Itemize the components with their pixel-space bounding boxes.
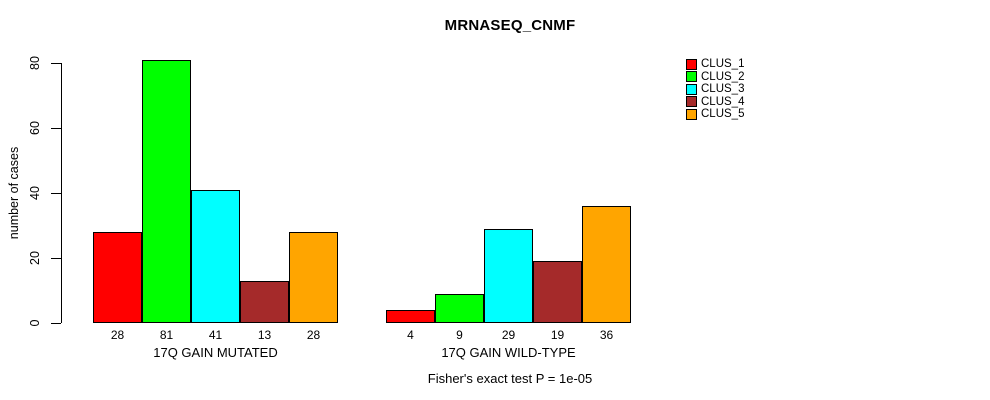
y-axis-tick-label: 80 [28, 56, 42, 70]
legend-label: CLUS_3 [701, 83, 745, 95]
y-axis-tick [51, 127, 61, 129]
y-axis-tick-label: 0 [28, 319, 42, 327]
bar-clus_4 [533, 261, 582, 323]
y-axis-tick [51, 257, 61, 259]
bar-value-label: 29 [501, 328, 516, 342]
legend-item-clus_3: CLUS_3 [686, 83, 744, 96]
bar-value-label: 28 [306, 328, 321, 342]
bar-clus_3 [191, 190, 240, 323]
bar-value-label: 41 [208, 328, 223, 342]
legend-label: CLUS_4 [701, 95, 745, 108]
legend-label: CLUS_2 [701, 70, 745, 83]
legend-swatch-icon [686, 96, 697, 108]
y-axis-tick [51, 62, 61, 64]
y-axis-tick [51, 322, 61, 324]
y-axis-tick-label: 40 [28, 186, 42, 200]
bar-clus_2 [142, 60, 191, 323]
legend-swatch-icon [686, 83, 697, 95]
y-axis-tick-label: 20 [28, 251, 42, 265]
bar-clus_1 [93, 232, 142, 323]
group-label: 17Q GAIN WILD-TYPE [441, 345, 576, 360]
legend-swatch-icon [686, 108, 697, 120]
legend-swatch-icon [686, 58, 697, 70]
y-axis-label: number of cases [7, 146, 21, 240]
bar-value-label: 13 [257, 328, 272, 342]
bar-clus_4 [240, 281, 289, 323]
y-axis-line [61, 63, 62, 323]
bar-clus_5 [582, 206, 631, 323]
chart-title: MRNASEQ_CNMF [444, 17, 576, 34]
bar-value-label: 81 [159, 328, 174, 342]
group-label: 17Q GAIN MUTATED [153, 345, 278, 360]
legend-item-clus_4: CLUS_4 [686, 96, 744, 109]
legend-item-clus_5: CLUS_5 [686, 108, 744, 121]
legend: CLUS_1 CLUS_2 CLUS_3 CLUS_4 CLUS_5 [686, 58, 744, 121]
bar-value-label: 28 [110, 328, 125, 342]
bar-clus_3 [484, 229, 533, 323]
legend-item-clus_2: CLUS_2 [686, 71, 744, 84]
bar-clus_1 [386, 310, 435, 323]
legend-item-clus_1: CLUS_1 [686, 58, 744, 71]
legend-swatch-icon [686, 71, 697, 83]
bar-value-label: 9 [456, 328, 463, 342]
subtitle-pvalue: Fisher's exact test P = 1e-05 [427, 371, 593, 386]
bar-clus_2 [435, 294, 484, 323]
bar-value-label: 36 [599, 328, 614, 342]
bar-value-label: 4 [407, 328, 414, 342]
bar-value-label: 19 [550, 328, 565, 342]
y-axis-tick [51, 192, 61, 194]
legend-label: CLUS_5 [701, 108, 745, 120]
bar-clus_5 [289, 232, 338, 323]
legend-label: CLUS_1 [701, 58, 745, 70]
y-axis-tick-label: 60 [28, 121, 42, 135]
